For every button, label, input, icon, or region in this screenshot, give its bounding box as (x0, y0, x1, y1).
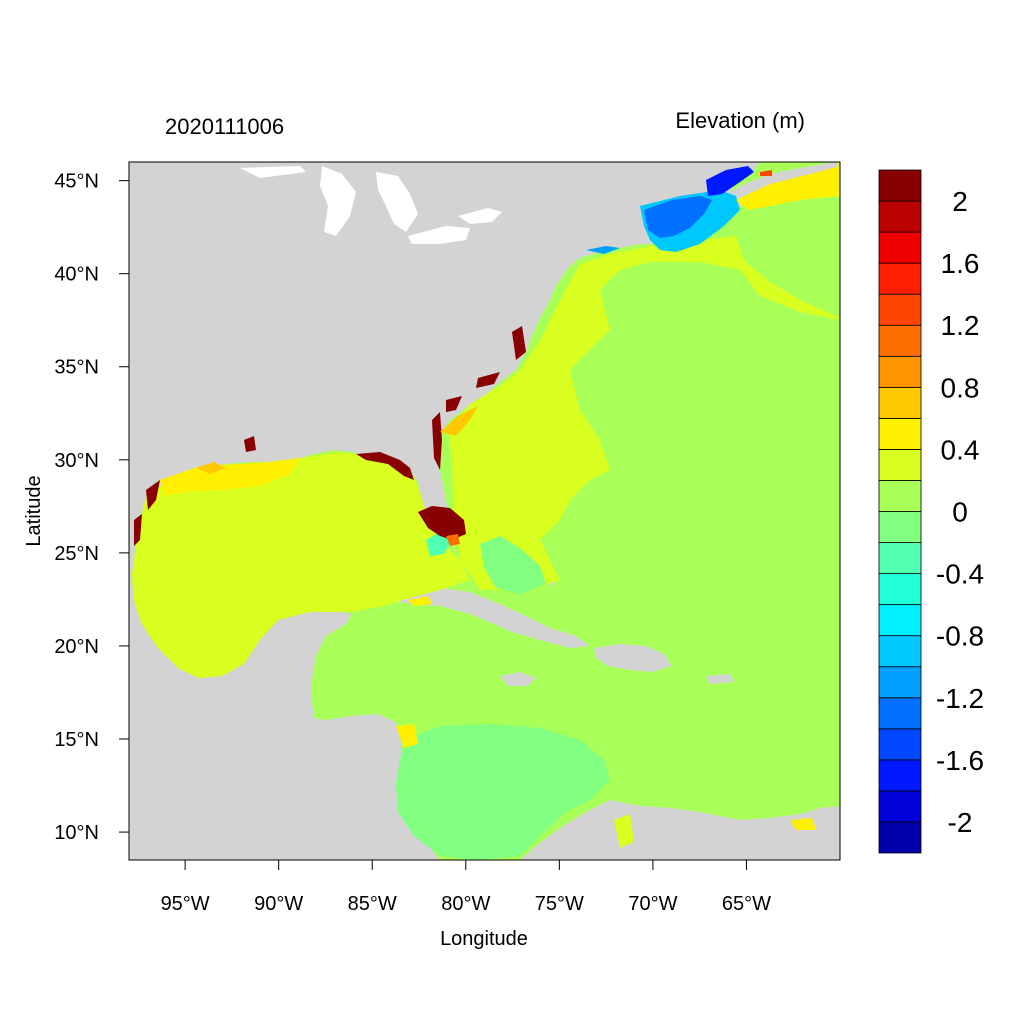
colorbar-label: 1.2 (941, 310, 980, 341)
bahamas-bank-region (480, 536, 546, 594)
x-axis-label: Longitude (440, 928, 528, 950)
colorbar-swatch (878, 821, 922, 854)
colorbar-swatch (878, 604, 922, 637)
colorbar-swatch (878, 511, 922, 543)
colorbar-label: 1.6 (941, 248, 980, 279)
gulf-of-maine-strong-negative (644, 196, 712, 238)
y-tick-label: 40°N (54, 264, 99, 286)
sw-caribbean-region (396, 724, 610, 860)
colorbar-swatch (878, 200, 922, 233)
colorbar-label: -0.4 (936, 559, 984, 590)
great-lakes (240, 166, 502, 244)
colorbar-label: -1.2 (936, 683, 984, 714)
x-tick-label: 90°W (254, 893, 303, 915)
florida-keys-negative (426, 532, 452, 556)
coastal-high-surge-fringe (134, 326, 526, 546)
bay-of-fundy-negative (706, 166, 754, 196)
gulf-surge-region (132, 452, 470, 678)
south-america-land (520, 800, 840, 860)
x-tick-label: 65°W (722, 893, 771, 915)
variable-title: Elevation (m) (675, 108, 805, 133)
x-tick-label: 70°W (628, 893, 677, 915)
colorbar-label: 0 (952, 497, 968, 528)
colorbar-label: 0.8 (941, 372, 980, 403)
florida-orange-spot (446, 534, 460, 546)
colorbar-swatch (878, 697, 922, 730)
date-title: 2020111006 (165, 114, 284, 139)
south-caribbean-yellow (790, 818, 816, 830)
colorbar-label: -2 (948, 807, 973, 838)
colorbar-swatch (878, 542, 922, 574)
colorbar-swatch (878, 759, 922, 792)
colorbar-swatch (878, 231, 922, 264)
y-tick-label: 20°N (54, 636, 99, 658)
x-tick-label: 80°W (441, 893, 490, 915)
map-panel (129, 162, 840, 860)
colorbar: -2 -1.6 -1.2 -0.8 -0.4 0 0.4 0.8 1.2 1.6 2 (878, 169, 984, 854)
y-axis: 10°N 15°N 20°N 25°N 30°N 35°N 40°N 45°N (54, 171, 129, 844)
colorbar-swatch (878, 324, 922, 357)
atlantic-coastal-surge (448, 162, 840, 590)
cuba-coast-yellow (408, 596, 432, 606)
cuba-land (386, 588, 590, 648)
colorbar-swatch (878, 728, 922, 761)
colorbar-label: -0.8 (936, 621, 984, 652)
texas-louisiana-orange (196, 462, 226, 474)
colorbar-swatch (878, 635, 922, 668)
colorbar-swatch (878, 355, 922, 388)
south-florida-high-surge (418, 506, 466, 540)
y-axis-label: Latitude (23, 475, 45, 546)
hispaniola-land (594, 644, 672, 672)
georgia-carolina-band (440, 406, 478, 436)
colorbar-swatch (878, 169, 922, 202)
y-tick-label: 15°N (54, 729, 99, 751)
jamaica-land (500, 672, 536, 686)
y-tick-label: 10°N (54, 822, 99, 844)
y-tick-label: 45°N (54, 171, 99, 193)
gulf-north-coast-band (160, 458, 300, 496)
colorbar-swatch (878, 790, 922, 823)
colorbar-swatch (878, 480, 922, 512)
colorbar-swatch (878, 666, 922, 699)
colorbar-swatch (878, 573, 922, 606)
y-tick-label: 35°N (54, 357, 99, 379)
long-island-sound-negative (586, 246, 620, 254)
x-tick-label: 85°W (348, 893, 397, 915)
scotian-shelf-positive (736, 166, 840, 210)
y-tick-label: 30°N (54, 450, 99, 472)
colorbar-swatch (878, 449, 922, 481)
x-tick-label: 95°W (161, 893, 210, 915)
x-tick-label: 75°W (535, 893, 584, 915)
colorbar-swatch (878, 417, 922, 450)
colorbar-label: 0.4 (941, 434, 980, 465)
honduras-coast-yellow (396, 724, 418, 748)
colorbar-label: -1.6 (936, 745, 984, 776)
y-tick-label: 25°N (54, 543, 99, 565)
colorbar-swatch (878, 262, 922, 295)
colorbar-swatch (878, 293, 922, 326)
colorbar-swatch (878, 386, 922, 419)
puerto-rico-land (706, 674, 734, 684)
x-axis: 95°W 90°W 85°W 80°W 75°W 70°W 65°W (161, 860, 771, 915)
nova-scotia-orange (760, 170, 772, 176)
venezuela-coast-yellow (614, 814, 634, 848)
colorbar-label: 2 (952, 186, 968, 217)
map-frame (128, 161, 841, 861)
